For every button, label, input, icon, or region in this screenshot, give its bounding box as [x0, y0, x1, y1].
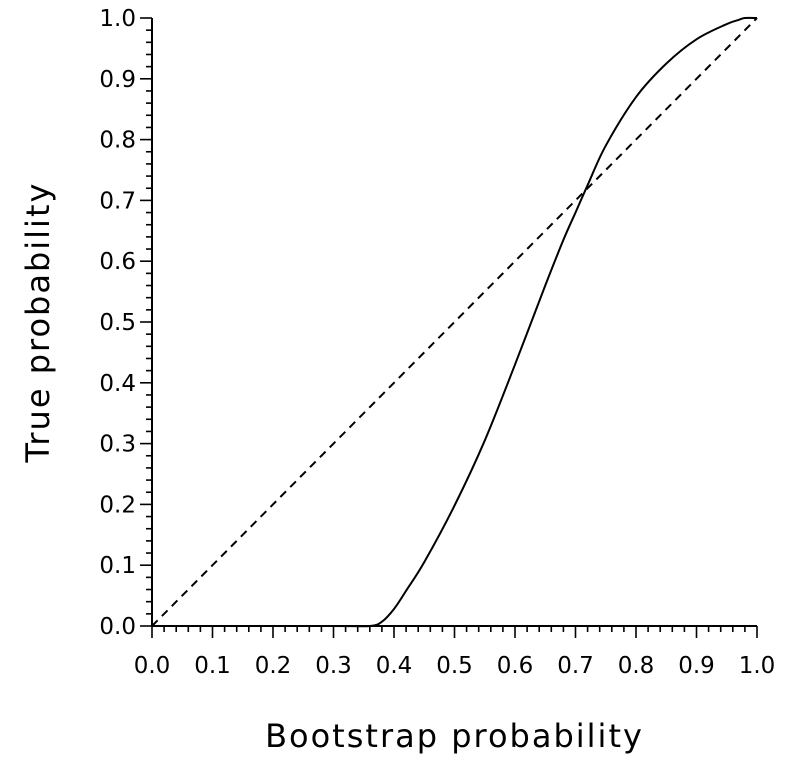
x-tick-label: 0.2: [255, 653, 292, 679]
y-tick-label: 0.5: [99, 310, 136, 336]
y-tick-label: 0.0: [99, 614, 136, 640]
x-axis-title: Bootstrap probability: [265, 717, 644, 755]
true-probability-curve: [152, 16, 758, 628]
y-tick-label: 1.0: [99, 6, 136, 32]
x-tick-label: 0.3: [315, 653, 352, 679]
y-tick-label: 0.6: [99, 249, 136, 275]
x-tick-label: 0.5: [436, 653, 473, 679]
x-tick-label: 0.1: [194, 653, 231, 679]
y-tick-label: 0.1: [99, 553, 136, 579]
y-tick-label: 0.7: [99, 188, 136, 214]
x-tick-label: 1.0: [739, 653, 776, 679]
y-tick-label: 0.3: [99, 432, 136, 458]
x-tick-label: 0.7: [557, 653, 594, 679]
tick-labels: 0.0 0.1 0.2 0.3 0.4 0.5 0.6 0.7 0.8 0.9 1.0 0.0 0.1 0…: [99, 6, 775, 679]
y-tick-label: 0.4: [99, 371, 136, 397]
dashed-reference-line: [151, 17, 758, 627]
x-tick-label: 0.0: [134, 653, 171, 679]
x-tick-label: 0.6: [497, 653, 534, 679]
y-tick-label: 0.2: [99, 492, 136, 518]
y-tick-label: 0.8: [99, 128, 136, 154]
y-tick-label: 0.9: [99, 67, 136, 93]
x-tick-label: 0.4: [376, 653, 413, 679]
y-axis-title: True probability: [19, 182, 57, 464]
x-tick-label: 0.9: [678, 653, 715, 679]
series-lines: [151, 16, 758, 628]
x-tick-label: 0.8: [618, 653, 655, 679]
